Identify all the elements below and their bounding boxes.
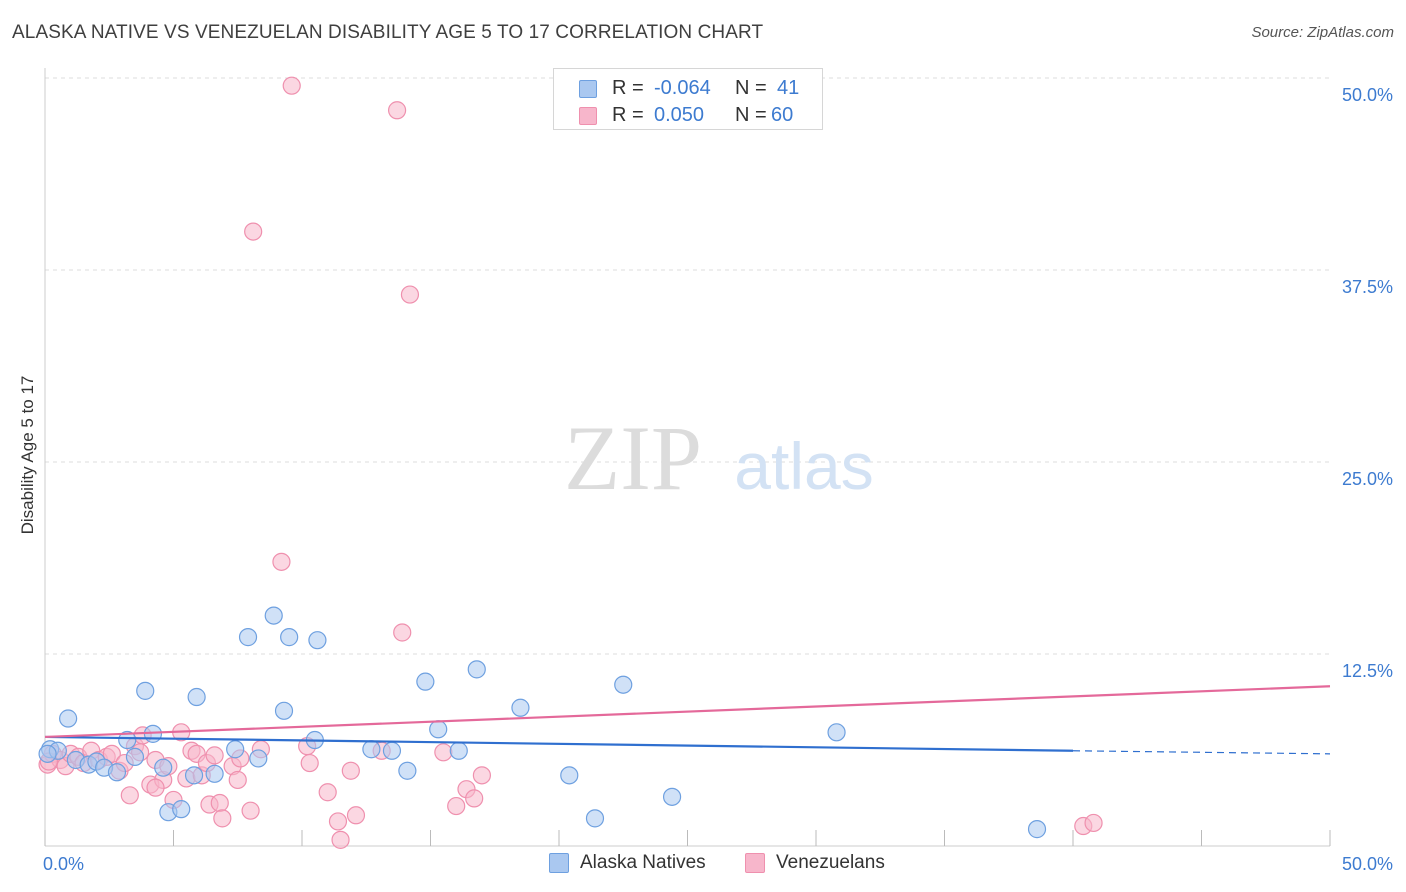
alaska-native-point [38, 744, 57, 763]
watermark: ZIP atlas [564, 407, 874, 509]
alaska-native-point [118, 730, 137, 750]
alaska-native-point [154, 758, 173, 777]
alaska-native-point [416, 672, 435, 691]
venezuelan-point [341, 761, 360, 780]
y-tick-label: 12.5% [1342, 661, 1393, 681]
legend-r-value: 0.050 [654, 104, 705, 126]
alaska-native-point [398, 761, 417, 780]
bottom-legend-swatch-venezuelans [745, 853, 765, 873]
correlation-legend: R = -0.064 N = 41 R = 0.050 N = 60 [553, 68, 823, 130]
legend-n-label: N = [735, 104, 767, 126]
venezuelan-point [387, 101, 407, 120]
legend-r-value: -0.064 [654, 77, 711, 99]
y-tick-label: 25.0% [1342, 469, 1393, 489]
alaska-native-point [429, 720, 448, 739]
y-axis-label: Disability Age 5 to 17 [18, 375, 37, 535]
trend-lines [44, 685, 1331, 755]
venezuelan-point [282, 76, 301, 95]
alaska-native-point [827, 723, 846, 742]
venezuelan-point [213, 809, 232, 828]
alaska-native-point [264, 606, 283, 625]
bottom-legend-label: Venezuelans [776, 852, 885, 873]
y-tick-label: 50.0% [1342, 85, 1393, 105]
venezuelan-point [228, 770, 247, 790]
venezuelan-point [272, 552, 291, 571]
alaska-native-point [184, 766, 204, 785]
legend-row-alaska-natives: R = -0.064 N = 41 [554, 75, 824, 101]
y-tick-label: 37.5% [1342, 277, 1393, 297]
venezuelan-point [447, 796, 466, 816]
alaska-native-point [560, 766, 579, 785]
alaska-native-point [274, 701, 294, 720]
x-tick-label-min: 0.0% [43, 854, 84, 874]
venezuelan-point [346, 806, 366, 825]
venezuelan-trend-line [44, 685, 1331, 739]
chart-title: ALASKA NATIVE VS VENEZUELAN DISABILITY A… [12, 22, 764, 43]
alaska-native-point [511, 698, 530, 717]
axes [44, 68, 1331, 847]
legend-n-value: 60 [771, 104, 794, 126]
alaska-native-point [59, 709, 78, 728]
alaska-native-point [382, 741, 402, 760]
venezuelan-point [328, 812, 348, 831]
venezuelan-point [393, 623, 412, 642]
alaska-native-point [249, 749, 268, 768]
watermark-atlas: atlas [734, 429, 873, 503]
alaska-native-point [136, 681, 155, 700]
venezuelan-point [1084, 813, 1103, 833]
alaska-native-point [662, 787, 682, 806]
bottom-legend-swatch-alaska-natives [549, 853, 569, 873]
source-credit: Source: ZipAtlas.com [1251, 24, 1394, 41]
venezuelan-point [400, 285, 420, 304]
venezuelan-point [241, 801, 260, 820]
legend-swatch-venezuelans [579, 107, 597, 125]
alaska-native-point [1027, 820, 1047, 839]
venezuelan-point [205, 746, 224, 765]
gridlines [45, 77, 1330, 655]
alaska-native-point [467, 660, 486, 679]
venezuelan-point [120, 786, 139, 805]
alaska-native-point [187, 687, 206, 707]
venezuelan-point [331, 830, 350, 849]
data-points [38, 76, 1103, 849]
alaska-native-point [205, 764, 224, 783]
alaska-native-point [172, 800, 191, 819]
alaska-native-point [125, 747, 145, 767]
venezuelan-point [465, 789, 484, 808]
alaska-native-point [107, 763, 127, 782]
venezuelan-point [244, 222, 263, 241]
venezuelan-point [210, 793, 229, 813]
venezuelan-point [146, 778, 165, 797]
alaska-native-point [614, 675, 633, 694]
alaska-native-trend-extension [1072, 750, 1331, 755]
legend-swatch-alaska-natives [579, 80, 597, 98]
tick-labels: 12.5% 25.0% 37.5% 50.0% 0.0% 50.0% [43, 85, 1393, 874]
legend-row-venezuelans: R = 0.050 N = 60 [554, 102, 824, 128]
venezuelan-point [434, 743, 453, 762]
venezuelan-point [318, 783, 337, 802]
alaska-native-point [449, 741, 468, 760]
alaska-native-point [362, 740, 381, 759]
venezuelan-point [300, 753, 319, 773]
watermark-zip: ZIP [564, 407, 702, 509]
alaska-native-point [585, 809, 605, 828]
alaska-native-point [308, 631, 327, 650]
alaska-native-trend-line [44, 735, 1074, 752]
legend-n-label: N = [735, 77, 767, 99]
venezuelan-point [102, 744, 121, 763]
x-tick-label-max: 50.0% [1342, 854, 1393, 874]
venezuelan-point [472, 766, 491, 785]
alaska-native-point [226, 740, 245, 759]
alaska-native-point [238, 628, 258, 647]
legend-r-label: R = [612, 104, 644, 126]
alaska-native-point [280, 628, 299, 647]
legend-r-label: R = [612, 77, 644, 99]
legend-n-value: 41 [777, 77, 800, 99]
bottom-legend-label: Alaska Natives [580, 852, 706, 873]
